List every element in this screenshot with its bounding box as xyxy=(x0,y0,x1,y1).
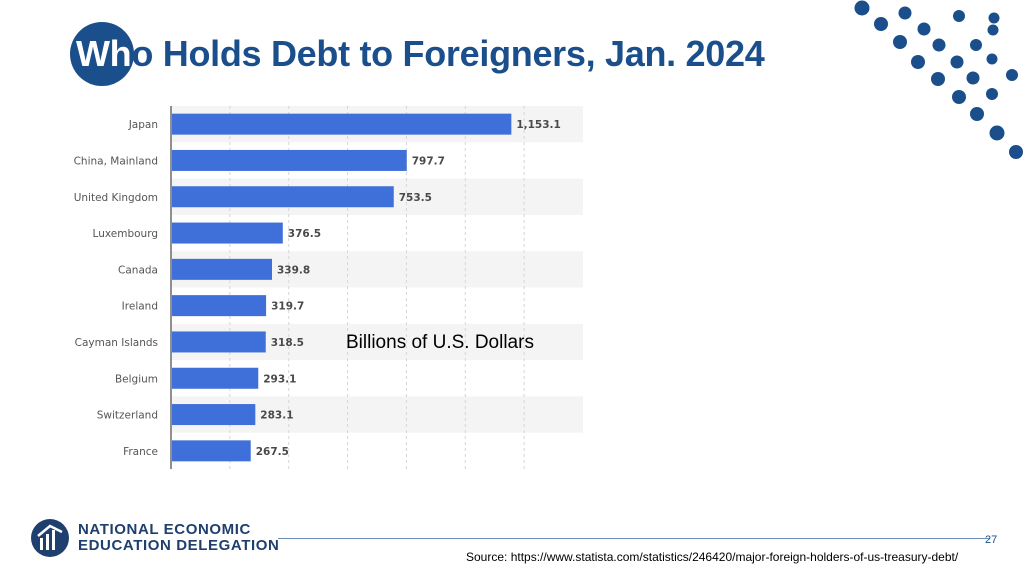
decorative-dot xyxy=(898,6,912,20)
category-label-4: Canada xyxy=(118,264,158,276)
category-label-5: Ireland xyxy=(122,301,158,313)
bar-0 xyxy=(172,113,512,135)
bar-3 xyxy=(172,222,283,244)
bar-1 xyxy=(172,149,407,171)
decorative-dot xyxy=(917,22,931,36)
value-label-9: 267.5 xyxy=(256,446,289,458)
decorative-dot xyxy=(1009,145,1023,159)
value-label-7: 293.1 xyxy=(263,373,296,385)
title-accent-circle xyxy=(70,22,134,86)
value-label-1: 797.7 xyxy=(412,155,445,167)
decorative-dot xyxy=(932,38,946,52)
bar-7 xyxy=(172,367,259,389)
bar-5 xyxy=(172,295,267,317)
value-label-6: 318.5 xyxy=(271,337,304,349)
bar-8 xyxy=(172,404,256,426)
footer-divider xyxy=(278,538,990,539)
decorative-dot xyxy=(950,55,964,69)
value-label-4: 339.8 xyxy=(277,264,310,276)
organization-name-line1: NATIONAL ECONOMIC xyxy=(78,521,251,538)
decorative-dot xyxy=(986,88,998,100)
decorative-dot xyxy=(874,17,888,31)
units-label: Billions of U.S. Dollars xyxy=(346,332,534,353)
decorative-dot xyxy=(989,125,1005,141)
decorative-dot xyxy=(988,12,1000,24)
decorative-dot xyxy=(953,10,965,22)
title-rest: o Holds Debt to Foreigners, Jan. 2024 xyxy=(131,33,765,74)
decorative-dot xyxy=(987,24,999,36)
bar-9 xyxy=(172,440,251,462)
category-label-3: Luxembourg xyxy=(93,228,158,240)
category-label-2: United Kingdom xyxy=(74,192,158,204)
organization-name-line2: EDUCATION DELEGATION xyxy=(78,537,280,554)
decorative-dot xyxy=(970,107,984,121)
title-first-letters: Wh xyxy=(76,33,132,74)
decorative-dot xyxy=(986,53,998,65)
category-label-1: China, Mainland xyxy=(74,155,158,167)
category-label-7: Belgium xyxy=(115,373,158,385)
decorative-dot xyxy=(854,0,870,16)
organization-name: NATIONAL ECONOMIC EDUCATION DELEGATION xyxy=(78,522,279,554)
bar-2 xyxy=(172,186,394,208)
decorative-dot xyxy=(893,35,907,49)
decorative-dot xyxy=(970,39,982,51)
value-label-2: 753.5 xyxy=(399,192,432,204)
decorative-dot xyxy=(952,90,966,104)
category-label-9: France xyxy=(123,446,158,458)
page-title: Who Holds Debt to Foreigners, Jan. 2024 xyxy=(76,28,765,80)
bar-4 xyxy=(172,258,272,280)
decorative-dot xyxy=(931,72,945,86)
decorative-dot-pattern xyxy=(854,0,1023,159)
value-label-5: 319.7 xyxy=(271,301,304,313)
category-label-6: Cayman Islands xyxy=(75,337,158,349)
category-label-0: Japan xyxy=(128,119,158,131)
decorative-dot xyxy=(911,55,925,69)
value-label-3: 376.5 xyxy=(288,228,321,240)
decorative-dot xyxy=(966,71,980,85)
page-number: 27 xyxy=(985,534,998,546)
bar-6 xyxy=(172,331,266,353)
source-citation: Source: https://www.statista.com/statist… xyxy=(466,550,959,564)
need-logo-icon xyxy=(31,519,69,557)
category-label-8: Switzerland xyxy=(97,410,158,422)
decorative-dot xyxy=(1006,69,1018,81)
value-label-0: 1,153.1 xyxy=(516,119,561,131)
bar-chart: Japan 1,153.1 China, Mainland 797.7 United K… xyxy=(74,106,583,469)
value-label-8: 283.1 xyxy=(260,410,293,422)
